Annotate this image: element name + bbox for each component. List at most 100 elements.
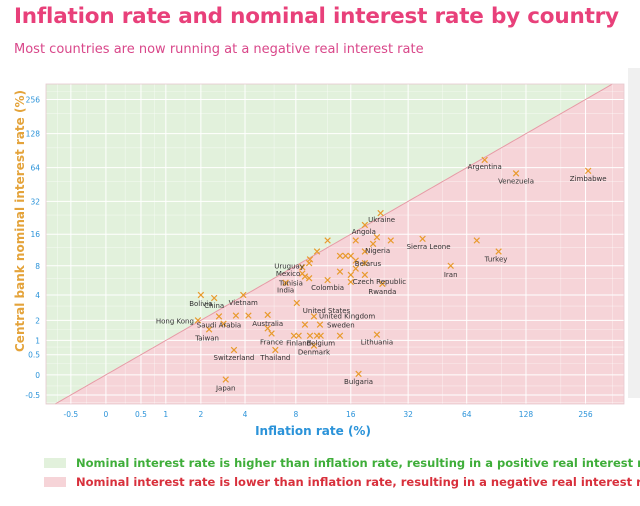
point-label: Rwanda [368, 288, 396, 296]
data-point [293, 299, 301, 307]
data-point [310, 313, 318, 320]
data-point [512, 170, 520, 177]
y-tick-label: 256 [26, 95, 41, 104]
point-label: China [204, 302, 224, 310]
x-tick-label: 32 [403, 410, 413, 419]
point-label: Czech Republic [353, 278, 406, 286]
data-point [222, 376, 229, 383]
reference-line-y-equals-x [54, 83, 613, 405]
point-label: United Kingdom [319, 312, 375, 320]
data-point [347, 278, 355, 286]
data-point [373, 331, 381, 338]
y-tick-label: 1 [35, 336, 40, 345]
point-label: Hong Kong [156, 317, 194, 325]
scroll-edge [628, 68, 640, 398]
x-tick-label: 2 [198, 410, 203, 419]
x-tick-label: 16 [346, 410, 356, 419]
y-tick-label: -0.5 [25, 391, 40, 400]
x-tick-label: 64 [462, 410, 472, 419]
point-label: Venezuela [498, 177, 534, 185]
x-tick-label: 4 [243, 410, 248, 419]
point-label: Bolivia [189, 300, 212, 308]
y-tick-label: 8 [35, 262, 40, 271]
y-tick-label: 0.5 [28, 351, 40, 360]
point-label: Colombia [311, 284, 344, 292]
point-label: Zimbabwe [570, 175, 607, 183]
data-point [361, 221, 369, 229]
data-point [220, 320, 227, 327]
data-point [295, 332, 302, 339]
point-label: Sweden [327, 322, 355, 330]
data-point [245, 312, 252, 319]
x-tick-label: -0.5 [64, 410, 79, 419]
data-point [290, 332, 298, 339]
point-label: Belgium [306, 340, 335, 348]
point-label: Bulgaria [344, 378, 373, 386]
data-point [361, 259, 369, 267]
chart-subtitle: Most countries are now running at a nega… [14, 42, 424, 57]
point-label: Japan [215, 385, 236, 393]
y-tick-label: 4 [35, 291, 40, 300]
x-axis-label: Inflation rate (%) [255, 424, 371, 438]
data-point [232, 312, 240, 319]
legend-positive: Nominal interest rate is higher than inf… [44, 456, 640, 470]
legend-negative-swatch [44, 477, 66, 487]
point-label: Saudi Arabia [197, 321, 241, 329]
chart-title: Inflation rate and nominal interest rate… [14, 4, 619, 29]
data-point [361, 248, 369, 255]
point-label: Nigeria [365, 247, 390, 255]
data-point [379, 280, 386, 288]
point-label: Ukraine [368, 216, 395, 224]
data-point [347, 271, 355, 279]
data-point [230, 346, 238, 354]
data-point [387, 237, 395, 244]
data-point [369, 240, 377, 248]
point-label: France [260, 339, 283, 347]
data-point [215, 313, 223, 320]
y-tick-label: 0 [35, 371, 40, 380]
data-point [272, 346, 279, 354]
x-tick-label: 256 [578, 410, 593, 419]
point-label: Sierra Leone [407, 243, 451, 251]
data-point [210, 294, 218, 302]
point-label: United States [303, 307, 351, 315]
y-tick-label: 16 [30, 230, 40, 239]
point-label: India [277, 287, 294, 295]
legend-negative-label: Nominal interest rate is lower than infl… [76, 475, 640, 489]
positive-region [46, 84, 613, 404]
point-label: Thailand [259, 354, 290, 362]
data-point [205, 326, 213, 333]
y-axis-label: Central bank nominal interest rate (%) [13, 90, 27, 352]
data-point [447, 262, 454, 270]
data-point [336, 252, 344, 260]
data-point [481, 156, 488, 164]
x-axis-label-row: Inflation rate (%) [0, 424, 640, 438]
point-label: Finland [286, 340, 311, 348]
point-label: Iran [444, 271, 458, 279]
data-point [305, 259, 313, 267]
point-label: Vietnam [229, 299, 258, 307]
plot-frame [45, 83, 625, 405]
data-point [310, 342, 318, 349]
data-point [352, 265, 359, 272]
data-point [352, 237, 359, 244]
data-point [240, 291, 247, 299]
data-point [313, 332, 321, 339]
x-tick-label: 0 [104, 410, 109, 419]
data-point [361, 271, 369, 279]
data-point [584, 167, 592, 175]
data-point [419, 235, 426, 243]
data-point [197, 291, 205, 299]
data-point [282, 279, 289, 286]
point-label: Angola [352, 228, 376, 236]
data-point [347, 252, 355, 260]
data-point [264, 311, 271, 319]
legend-positive-swatch [44, 458, 66, 468]
legend-negative: Nominal interest rate is lower than infl… [44, 475, 640, 489]
data-point [473, 237, 480, 244]
x-tick-label: 8 [293, 410, 298, 419]
point-label: Argentina [468, 163, 502, 171]
data-point [313, 248, 321, 255]
data-point [264, 325, 271, 332]
